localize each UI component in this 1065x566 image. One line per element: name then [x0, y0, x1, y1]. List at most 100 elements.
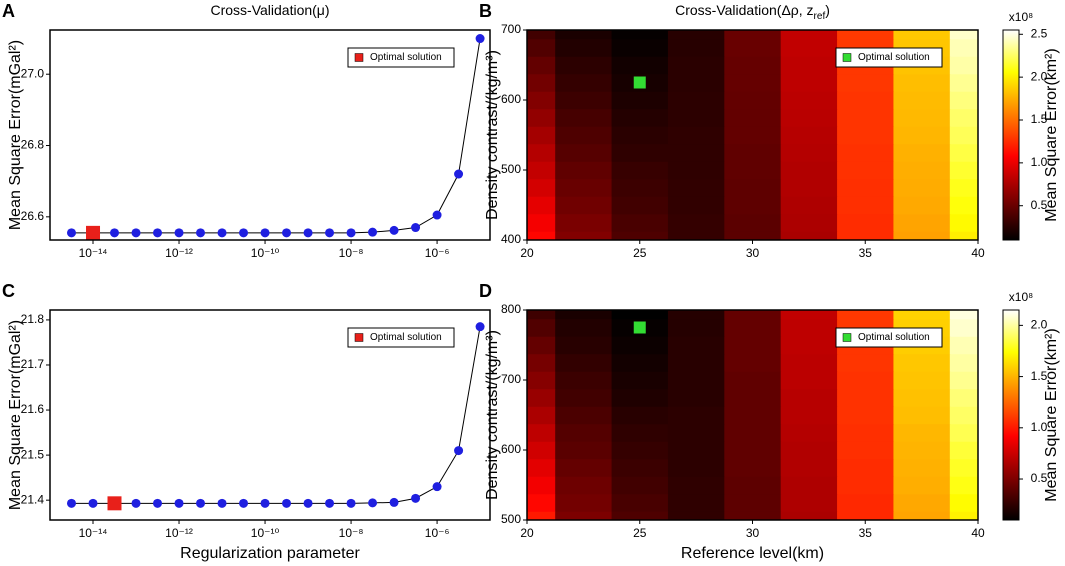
x-tick-label: 20 — [520, 246, 534, 260]
heat-cell — [527, 353, 556, 372]
y-axis-label: Mean Square Error(mGal²) — [7, 320, 24, 510]
heat-cell — [893, 30, 951, 40]
heat-cell — [611, 336, 669, 355]
heat-cell — [949, 458, 978, 477]
heat-cell — [555, 143, 613, 162]
heat-cell — [555, 493, 613, 512]
heat-cell — [724, 353, 782, 372]
heat-cell — [724, 38, 782, 57]
heat-cell — [667, 493, 725, 512]
y-tick-label: 21.8 — [21, 312, 45, 326]
heat-cell — [724, 108, 782, 127]
heat-cell — [667, 91, 725, 110]
heat-cell — [555, 126, 613, 145]
data-point — [174, 228, 184, 238]
panel-line: C 10⁻¹⁴ 10⁻¹² 10⁻¹⁰ 10⁻⁸ 10⁻⁶ 21.4 21.5 21.6 21.7… — [2, 281, 491, 562]
data-point — [475, 322, 485, 332]
y-tick-label: 500 — [501, 512, 521, 526]
heat-cell — [667, 458, 725, 477]
heat-cell — [555, 38, 613, 57]
heat-cell — [893, 353, 951, 372]
plot-frame — [49, 309, 491, 521]
data-point — [260, 498, 270, 508]
heat-cell — [724, 423, 782, 442]
data-point — [196, 228, 206, 238]
heat-cell — [667, 476, 725, 495]
heat-cell — [949, 213, 978, 232]
data-point — [260, 228, 270, 238]
colorbar-tick-label: 2.5 — [1031, 26, 1048, 40]
heat-cell — [527, 371, 556, 390]
heat-cell — [527, 318, 556, 337]
heat-cell — [667, 38, 725, 57]
x-tick-label: 30 — [746, 526, 760, 540]
y-tick-label: 700 — [501, 372, 521, 386]
colorbar-tick-label: 0.5 — [1031, 471, 1048, 485]
data-point — [432, 482, 442, 492]
colorbar-tick-label: 1.5 — [1031, 112, 1048, 126]
heat-cell — [527, 511, 556, 520]
heat-cell — [555, 441, 613, 460]
data-point — [153, 228, 163, 238]
heat-cell — [555, 318, 613, 337]
heat-cell — [527, 493, 556, 512]
x-tick-label: 35 — [859, 246, 873, 260]
colorbar-multiplier: x10⁸ — [1009, 290, 1033, 304]
y-tick-label: 26.6 — [21, 209, 45, 223]
heat-cell — [724, 231, 782, 240]
heat-cell — [555, 371, 613, 390]
legend-swatch — [354, 333, 364, 342]
heat-cell — [555, 30, 613, 40]
heat-cell — [949, 371, 978, 390]
x-tick-label: 10⁻⁶ — [425, 246, 450, 260]
heat-cell — [949, 196, 978, 215]
data-point — [153, 498, 163, 508]
data-point — [432, 210, 442, 220]
heat-cell — [780, 91, 838, 110]
heat-cell — [611, 126, 669, 145]
heat-cell — [667, 423, 725, 442]
heat-cell — [780, 511, 838, 520]
x-tick-label: 25 — [633, 526, 647, 540]
heat-cell — [611, 143, 669, 162]
heat-cell — [555, 178, 613, 197]
data-point — [303, 498, 313, 508]
data-point — [239, 228, 249, 238]
heat-cell — [949, 406, 978, 425]
legend-swatch — [842, 53, 852, 62]
heat-cell — [611, 458, 669, 477]
heat-cell — [837, 511, 894, 520]
heat-cell — [555, 73, 613, 92]
heat-cell — [893, 423, 951, 442]
heat-cell — [611, 38, 669, 57]
legend-label: Optimal solution — [370, 52, 442, 63]
x-tick-label: 10⁻¹² — [165, 526, 193, 540]
heat-cell — [949, 126, 978, 145]
heat-cell — [667, 196, 725, 215]
heat-cell — [667, 310, 725, 320]
heat-cell — [611, 493, 669, 512]
data-line — [71, 38, 481, 234]
heat-cell — [949, 310, 978, 320]
heat-cell — [780, 423, 838, 442]
heat-cell — [893, 73, 951, 92]
heat-cell — [555, 108, 613, 127]
x-tick-label: 10⁻¹² — [165, 246, 193, 260]
heat-cell — [949, 336, 978, 355]
heat-cell — [555, 406, 613, 425]
data-point — [196, 498, 206, 508]
heat-cell — [780, 30, 838, 40]
y-tick-label: 21.5 — [21, 447, 45, 461]
heat-cell — [949, 161, 978, 180]
heat-cell — [949, 91, 978, 110]
legend-box — [835, 47, 943, 68]
heat-cell — [555, 161, 613, 180]
x-tick-label: 25 — [633, 246, 647, 260]
heat-cell — [611, 161, 669, 180]
heat-cell — [611, 476, 669, 495]
heat-cell — [780, 318, 838, 337]
heat-cell — [611, 511, 669, 520]
heat-cell — [555, 91, 613, 110]
heat-cell — [780, 143, 838, 162]
heat-cell — [527, 38, 556, 57]
